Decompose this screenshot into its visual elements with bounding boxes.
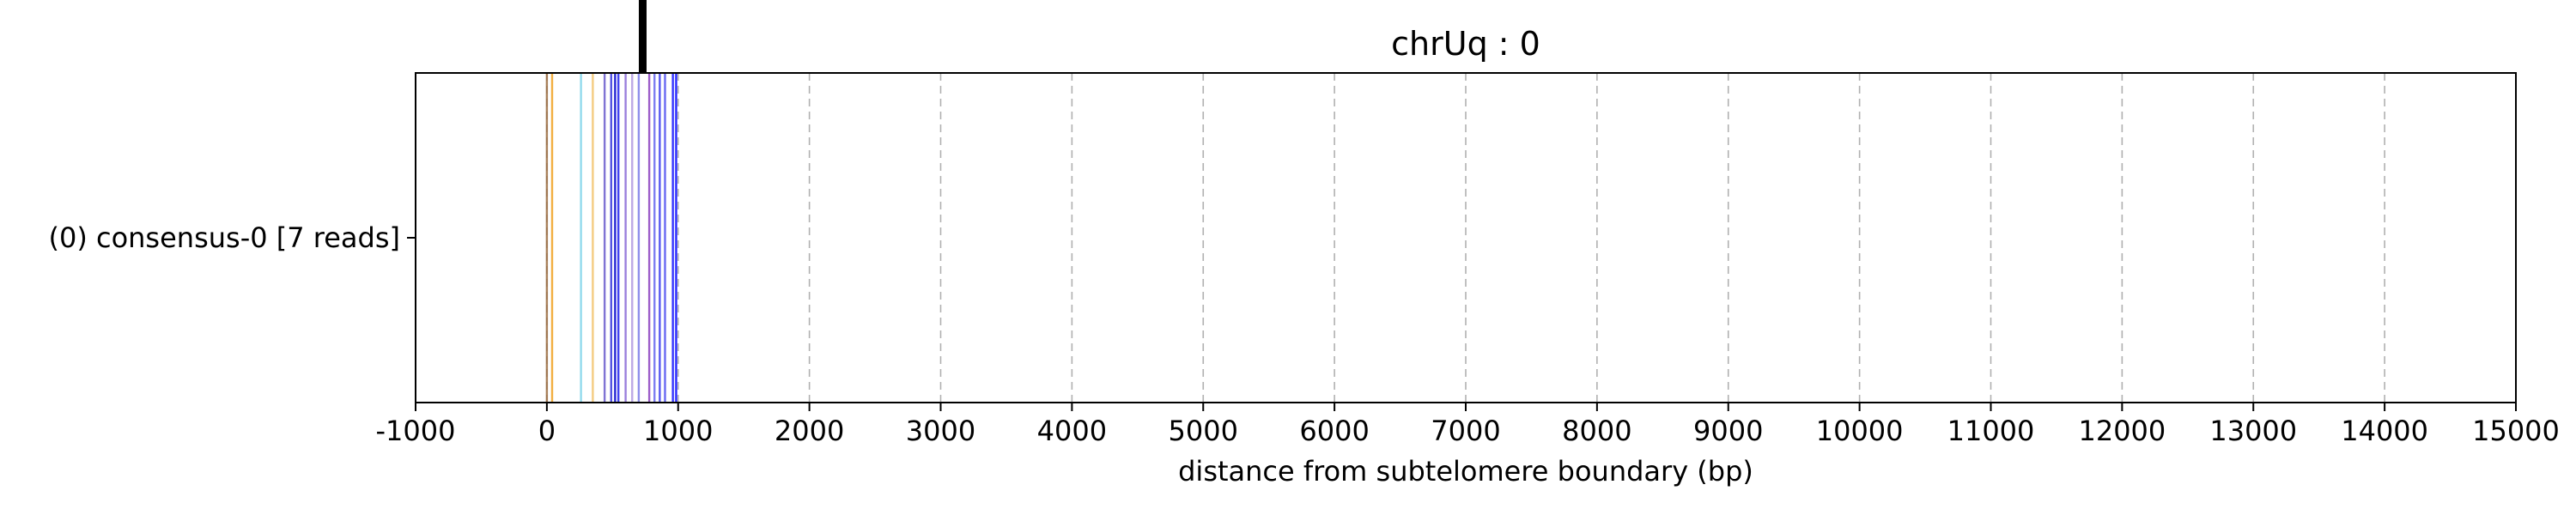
x-tick-label: 14000: [2341, 415, 2428, 447]
x-tick-label: 9000: [1693, 415, 1763, 447]
chart-title: chrUq : 0: [1391, 25, 1540, 63]
grid-layer: [546, 73, 2385, 403]
tick-layer: -1000 0 1000 2000 3000 4000 5000 6000 7000 8000 90…: [48, 221, 2559, 447]
x-tick-label: 7000: [1431, 415, 1500, 447]
x-tick-label: 8000: [1562, 415, 1631, 447]
plot-frame: [415, 72, 2517, 403]
x-tick-label: 5000: [1169, 415, 1238, 447]
x-tick-label: 13000: [2209, 415, 2297, 447]
x-tick-label: 4000: [1037, 415, 1107, 447]
x-tick-label: 3000: [906, 415, 975, 447]
x-tick-label: 11000: [1947, 415, 2035, 447]
x-tick-label: 1000: [643, 415, 713, 447]
x-tick-label: 15000: [2472, 415, 2560, 447]
y-category-label: (0) consensus-0 [7 reads]: [48, 221, 400, 254]
feature-layer: [545, 74, 677, 402]
x-tick-label: -1000: [376, 415, 456, 447]
x-tick-label: 0: [538, 415, 556, 447]
x-tick-label: 10000: [1816, 415, 1904, 447]
x-tick-label: 6000: [1299, 415, 1369, 447]
x-tick-label: 2000: [775, 415, 844, 447]
x-axis-label: distance from subtelomere boundary (bp): [1178, 455, 1753, 488]
x-tick-label: 12000: [2078, 415, 2166, 447]
